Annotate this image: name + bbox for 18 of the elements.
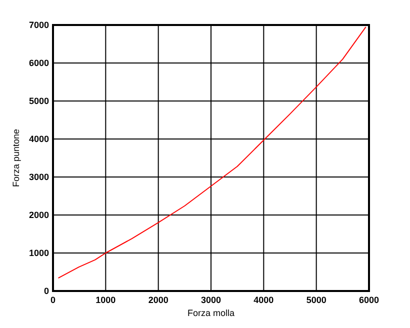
x-tick-label: 1000 <box>96 295 116 305</box>
x-tick-label: 2000 <box>148 295 168 305</box>
y-tick-label: 0 <box>44 286 49 296</box>
y-tick-label: 4000 <box>28 134 49 144</box>
y-tick-label: 1000 <box>28 248 49 258</box>
y-tick-label: 7000 <box>28 20 49 30</box>
x-axis-title: Forza molla <box>187 308 235 318</box>
y-tick-label: 6000 <box>28 58 49 68</box>
y-tick-label: 3000 <box>28 172 49 182</box>
x-tick-label: 0 <box>50 295 56 305</box>
line-series <box>58 26 366 279</box>
y-tick-label: 2000 <box>28 210 49 220</box>
x-tick-label: 6000 <box>358 295 380 305</box>
x-tick-label: 3000 <box>200 295 222 305</box>
x-tick-label: 4000 <box>254 295 274 305</box>
y-tick-label: 5000 <box>28 96 49 106</box>
y-axis-title: Forza puntone <box>11 128 21 188</box>
x-tick-label: 5000 <box>306 295 326 305</box>
